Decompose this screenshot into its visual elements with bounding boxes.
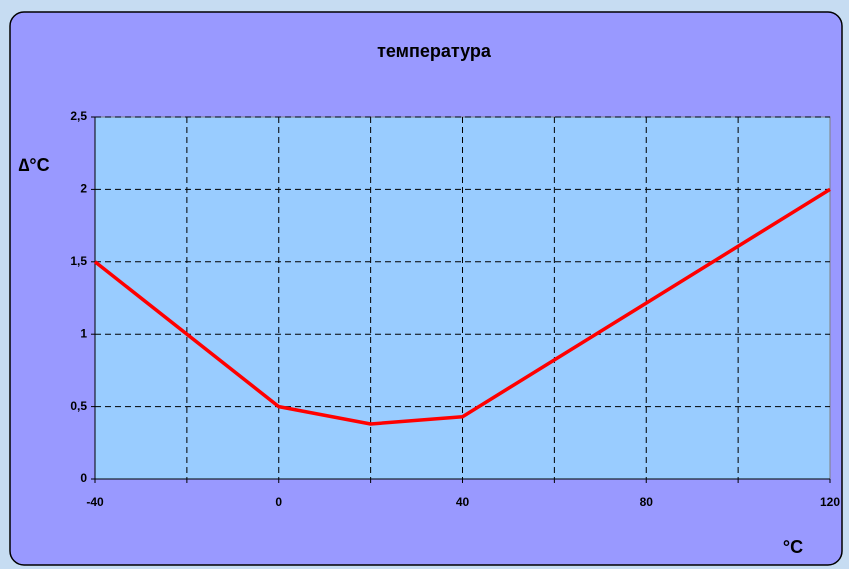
y-tick-label: 0 [80,471,87,485]
y-tick-label: 2 [80,182,87,196]
chart-title: температура [377,41,492,61]
x-tick-label: 0 [275,495,282,509]
x-tick-label: 40 [456,495,470,509]
x-tick-label: 80 [640,495,654,509]
data-line [93,187,831,426]
x-axis-label: °C [783,537,803,557]
y-tick-label: 1,5 [70,254,87,268]
x-tick-label: -40 [86,495,104,509]
y-tick-label: 0,5 [70,399,87,413]
y-tick-label: 2,5 [70,109,87,123]
y-tick-label: 1 [80,326,87,340]
x-tick-label: 120 [820,495,840,509]
y-axis-label: ∆°C [18,155,49,175]
